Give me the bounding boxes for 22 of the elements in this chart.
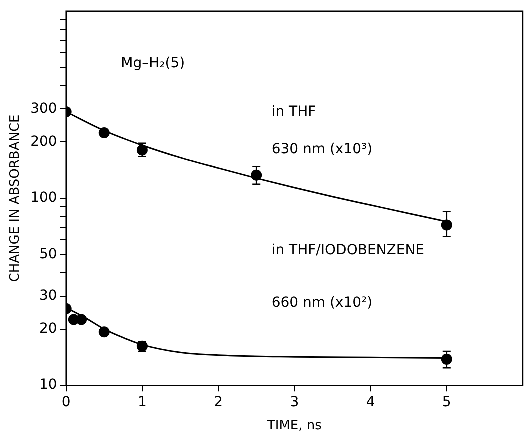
annotation: in THF/IODOBENZENE: [272, 242, 425, 259]
x-tick-label: 2: [214, 394, 224, 411]
annotation: 660 nm (x10²): [272, 294, 373, 311]
x-tick-label: 4: [366, 394, 376, 411]
x-tick-label: 3: [290, 394, 300, 411]
y-tick-label: 100: [30, 190, 58, 206]
point: [98, 127, 110, 138]
annotation: Mg–H₂(5): [121, 55, 186, 72]
y-tick-label: 300: [30, 100, 58, 117]
x-axis-title: TIME, ns: [266, 418, 322, 434]
annotation: in THF: [272, 104, 316, 120]
y-tick-label: 50: [39, 246, 58, 262]
y-tick-label: 20: [39, 320, 58, 337]
annotation: 630 nm (x10³): [272, 141, 373, 158]
y-axis-title: CHANGE IN ABSORBANCE: [8, 114, 24, 282]
x-tick-label: 1: [138, 394, 147, 411]
y-tick-label: 200: [30, 134, 58, 150]
x-tick-label: 5: [442, 394, 452, 411]
x-tick-label: 0: [62, 394, 71, 411]
y-tick-label: 10: [39, 377, 58, 394]
y-tick-label: 30: [39, 288, 58, 304]
point: [76, 314, 88, 326]
